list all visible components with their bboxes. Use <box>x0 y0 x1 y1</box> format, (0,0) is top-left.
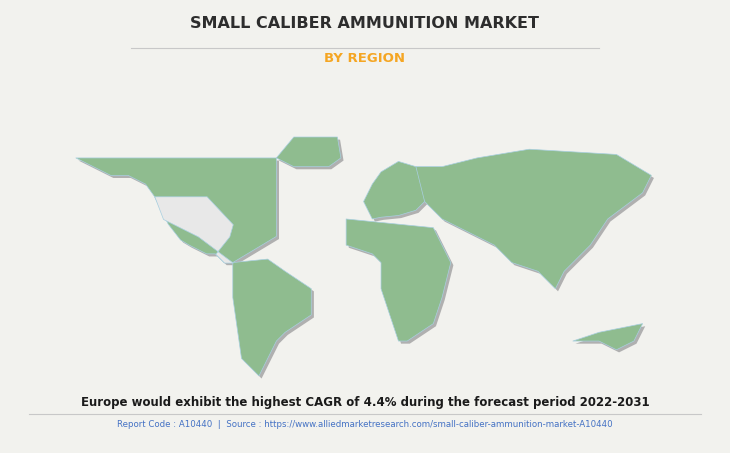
Text: Europe would exhibit the highest CAGR of 4.4% during the forecast period 2022-20: Europe would exhibit the highest CAGR of… <box>81 396 649 410</box>
Text: Report Code : A10440  |  Source : https://www.alliedmarketresearch.com/small-cal: Report Code : A10440 | Source : https://… <box>118 420 612 429</box>
Text: BY REGION: BY REGION <box>325 52 405 65</box>
Text: SMALL CALIBER AMMUNITION MARKET: SMALL CALIBER AMMUNITION MARKET <box>191 16 539 31</box>
